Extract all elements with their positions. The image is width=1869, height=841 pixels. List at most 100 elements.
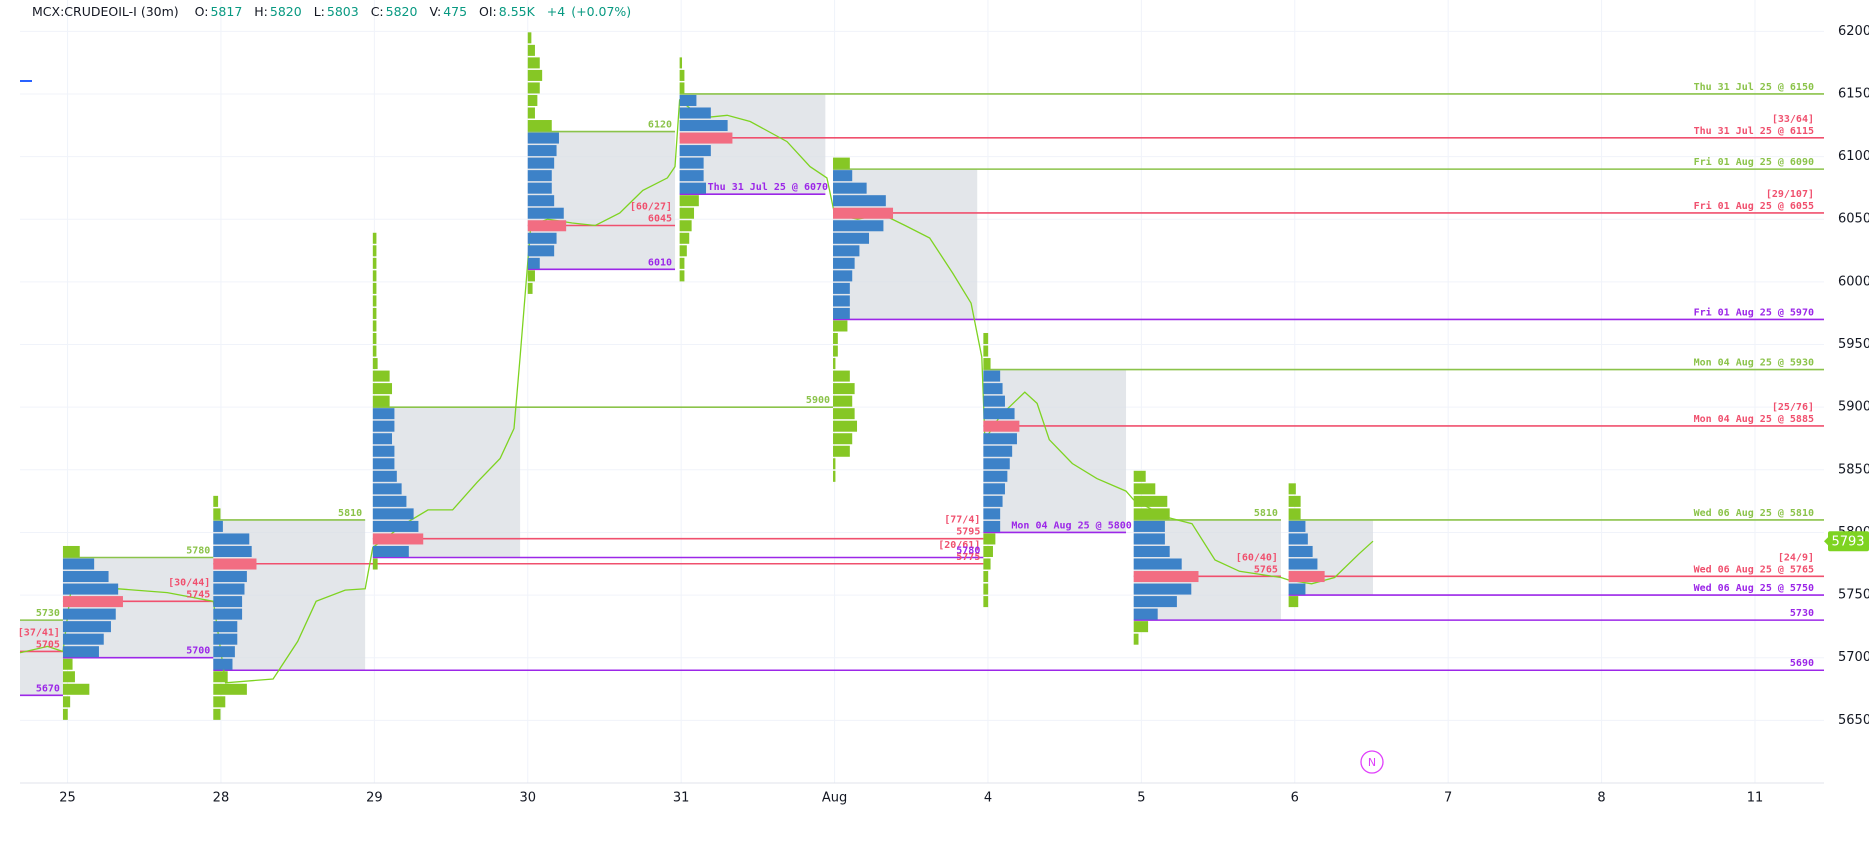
profile-row — [1133, 545, 1170, 557]
price-line — [19, 98, 1374, 684]
profile-row — [983, 395, 1005, 407]
change: +4 — [546, 4, 566, 19]
profile-row — [833, 445, 850, 457]
levels — [20, 93, 1824, 697]
profile-row — [1133, 508, 1170, 520]
profile-row — [372, 545, 409, 557]
profile-row — [527, 132, 559, 144]
profile-row — [983, 433, 1017, 445]
level-label: Thu 31 Jul 25 @ 6115 — [1694, 126, 1814, 137]
x-tick-label: 7 — [1444, 791, 1452, 806]
level-label: 5700 — [186, 646, 210, 657]
profile-row — [213, 583, 245, 595]
field-value: 475 — [443, 4, 468, 19]
profile-row — [62, 683, 90, 695]
profile-row — [983, 483, 1005, 495]
profile-row — [372, 483, 402, 495]
field-key: O: — [194, 4, 209, 19]
profile-row — [213, 671, 228, 683]
profile-row — [213, 708, 221, 720]
level-label: 6010 — [648, 257, 672, 268]
level-label: 5730 — [1790, 608, 1814, 619]
profile-row — [833, 408, 855, 420]
profile-row — [1288, 495, 1301, 507]
profile-row — [1288, 533, 1308, 545]
profile-row — [62, 633, 104, 645]
profile-row — [372, 495, 407, 507]
profile-row — [833, 383, 855, 395]
y-tick-label: 5950 — [1838, 337, 1869, 352]
level-label: 5780 — [956, 545, 980, 556]
profile-row — [679, 182, 707, 194]
profile-row — [1133, 596, 1177, 608]
last-price-label: 5793 — [1831, 535, 1864, 550]
profile-row — [983, 358, 991, 370]
profile-row — [527, 257, 540, 269]
profile-row — [372, 270, 377, 282]
profile-row — [833, 345, 838, 357]
profile-row — [1288, 571, 1325, 583]
y-tick-label: 6000 — [1838, 274, 1869, 289]
profile-row — [833, 433, 853, 445]
profile-row — [527, 195, 555, 207]
profile-row — [1133, 495, 1168, 507]
profile-row — [833, 257, 855, 269]
axes: 2528293031Aug456781156505700575058005850… — [20, 24, 1869, 806]
profile-row — [372, 408, 395, 420]
profile-row — [527, 94, 538, 106]
profile-row — [62, 696, 71, 708]
profile-row — [372, 358, 378, 370]
x-tick-label: 31 — [673, 791, 690, 806]
profile-row — [372, 558, 378, 570]
x-tick-label: 29 — [366, 791, 383, 806]
x-tick-label: Aug — [822, 791, 847, 806]
profiles — [62, 32, 1325, 720]
level-label: Wed 06 Aug 25 @ 5810 — [1694, 508, 1814, 519]
profile-row — [372, 420, 395, 432]
level-label: 5705 — [36, 639, 60, 650]
change-pct: (+0.07%) — [571, 4, 632, 19]
profile-row — [983, 408, 1015, 420]
profile-row — [833, 458, 836, 470]
profile-row — [372, 370, 390, 382]
profile-row — [833, 395, 853, 407]
value-area — [833, 169, 978, 320]
profile-row — [213, 533, 250, 545]
level-label: 5810 — [1254, 508, 1278, 519]
profile-row — [679, 69, 685, 81]
profile-row — [983, 345, 989, 357]
level-label: Mon 04 Aug 25 @ 5930 — [1694, 358, 1814, 369]
level-label: Mon 04 Aug 25 @ 5885 — [1694, 414, 1814, 425]
profile-row — [213, 520, 223, 532]
profile-row — [62, 671, 75, 683]
profile-row — [679, 170, 704, 182]
profile-row — [983, 370, 1001, 382]
symbol: MCX:CRUDEOIL-I (30m) — [32, 4, 179, 19]
profile-row — [1288, 520, 1306, 532]
profile-row — [372, 245, 377, 257]
legend-header: MCX:CRUDEOIL-I (30m) O: 5817 H: 5820 L: 580… — [32, 4, 639, 19]
profile-row — [1133, 621, 1149, 633]
profile-row — [527, 32, 532, 44]
profile-row — [372, 383, 393, 395]
profile-row — [213, 508, 221, 520]
profile-row — [679, 232, 690, 244]
value-area — [372, 407, 521, 558]
y-tick-label: 5700 — [1838, 650, 1869, 665]
profile-row — [1133, 520, 1165, 532]
profile-row — [527, 120, 552, 132]
last-price-tag — [1828, 531, 1869, 552]
y-tick-label: 6050 — [1838, 212, 1869, 227]
profile-row — [833, 332, 838, 345]
profile-row — [983, 558, 991, 570]
profile-row — [527, 282, 533, 294]
level-label: 5745 — [186, 589, 210, 600]
profile-row — [833, 470, 836, 482]
level-label: Fri 01 Aug 25 @ 6055 — [1694, 200, 1814, 212]
field-key: OI: — [479, 4, 497, 19]
profile-row — [1288, 558, 1318, 570]
field-value: 8.55K — [498, 4, 535, 19]
profile-row — [527, 207, 564, 219]
profile-row — [213, 658, 233, 670]
